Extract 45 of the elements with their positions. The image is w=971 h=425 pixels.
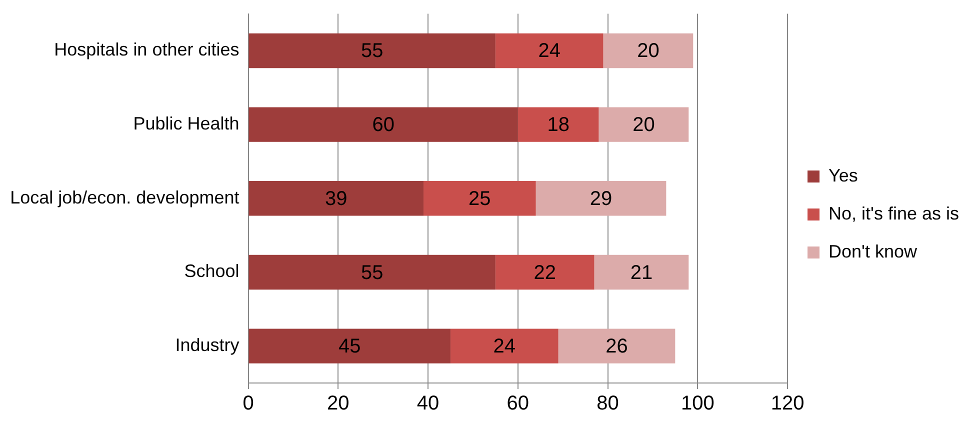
bar [558,328,676,364]
bar [495,33,604,68]
data-label: 24 [538,40,560,62]
data-label: 55 [360,40,384,62]
bar [248,254,496,290]
data-label: 26 [606,336,628,358]
data-label: 25 [468,188,491,210]
legend-label: No, it's fine as is [828,203,959,224]
y-tick-label: Industry [175,335,240,356]
y-tick-label: Local job/econ. development [10,187,240,208]
bar [248,33,496,68]
bar [424,181,536,216]
x-tick-label: 20 [327,392,350,415]
bar [248,107,518,142]
y-tick-label: Public Health [133,114,240,134]
legend-label: Yes [828,165,858,186]
bar [518,107,599,142]
data-label: 55 [360,262,384,284]
x-tick-label: 60 [506,392,530,415]
data-label: 20 [637,40,660,62]
data-label: 60 [372,114,394,136]
data-label: 45 [338,336,361,358]
data-label: 29 [590,188,612,210]
y-tick-label: School [184,261,240,282]
bar [603,33,694,68]
bar [248,328,450,364]
bar [450,328,558,364]
y-tick-label: Hospitals in other cities [54,40,240,60]
x-tick-label: 120 [770,392,804,415]
x-tick-label: 40 [416,392,440,415]
data-label: 39 [325,188,348,210]
data-label: 20 [632,114,655,136]
legend-label: Don't know [828,241,918,262]
bar [536,181,666,216]
bar [594,254,689,290]
bar [248,181,424,216]
data-label: 18 [547,114,570,136]
data-label: 22 [534,262,556,284]
data-label: 24 [493,336,516,358]
x-tick-label: 100 [680,392,714,415]
data-label: 21 [630,262,653,284]
x-tick-label: 0 [242,392,254,415]
bar [495,254,594,290]
x-tick-label: 80 [596,392,619,415]
bar [598,107,689,142]
